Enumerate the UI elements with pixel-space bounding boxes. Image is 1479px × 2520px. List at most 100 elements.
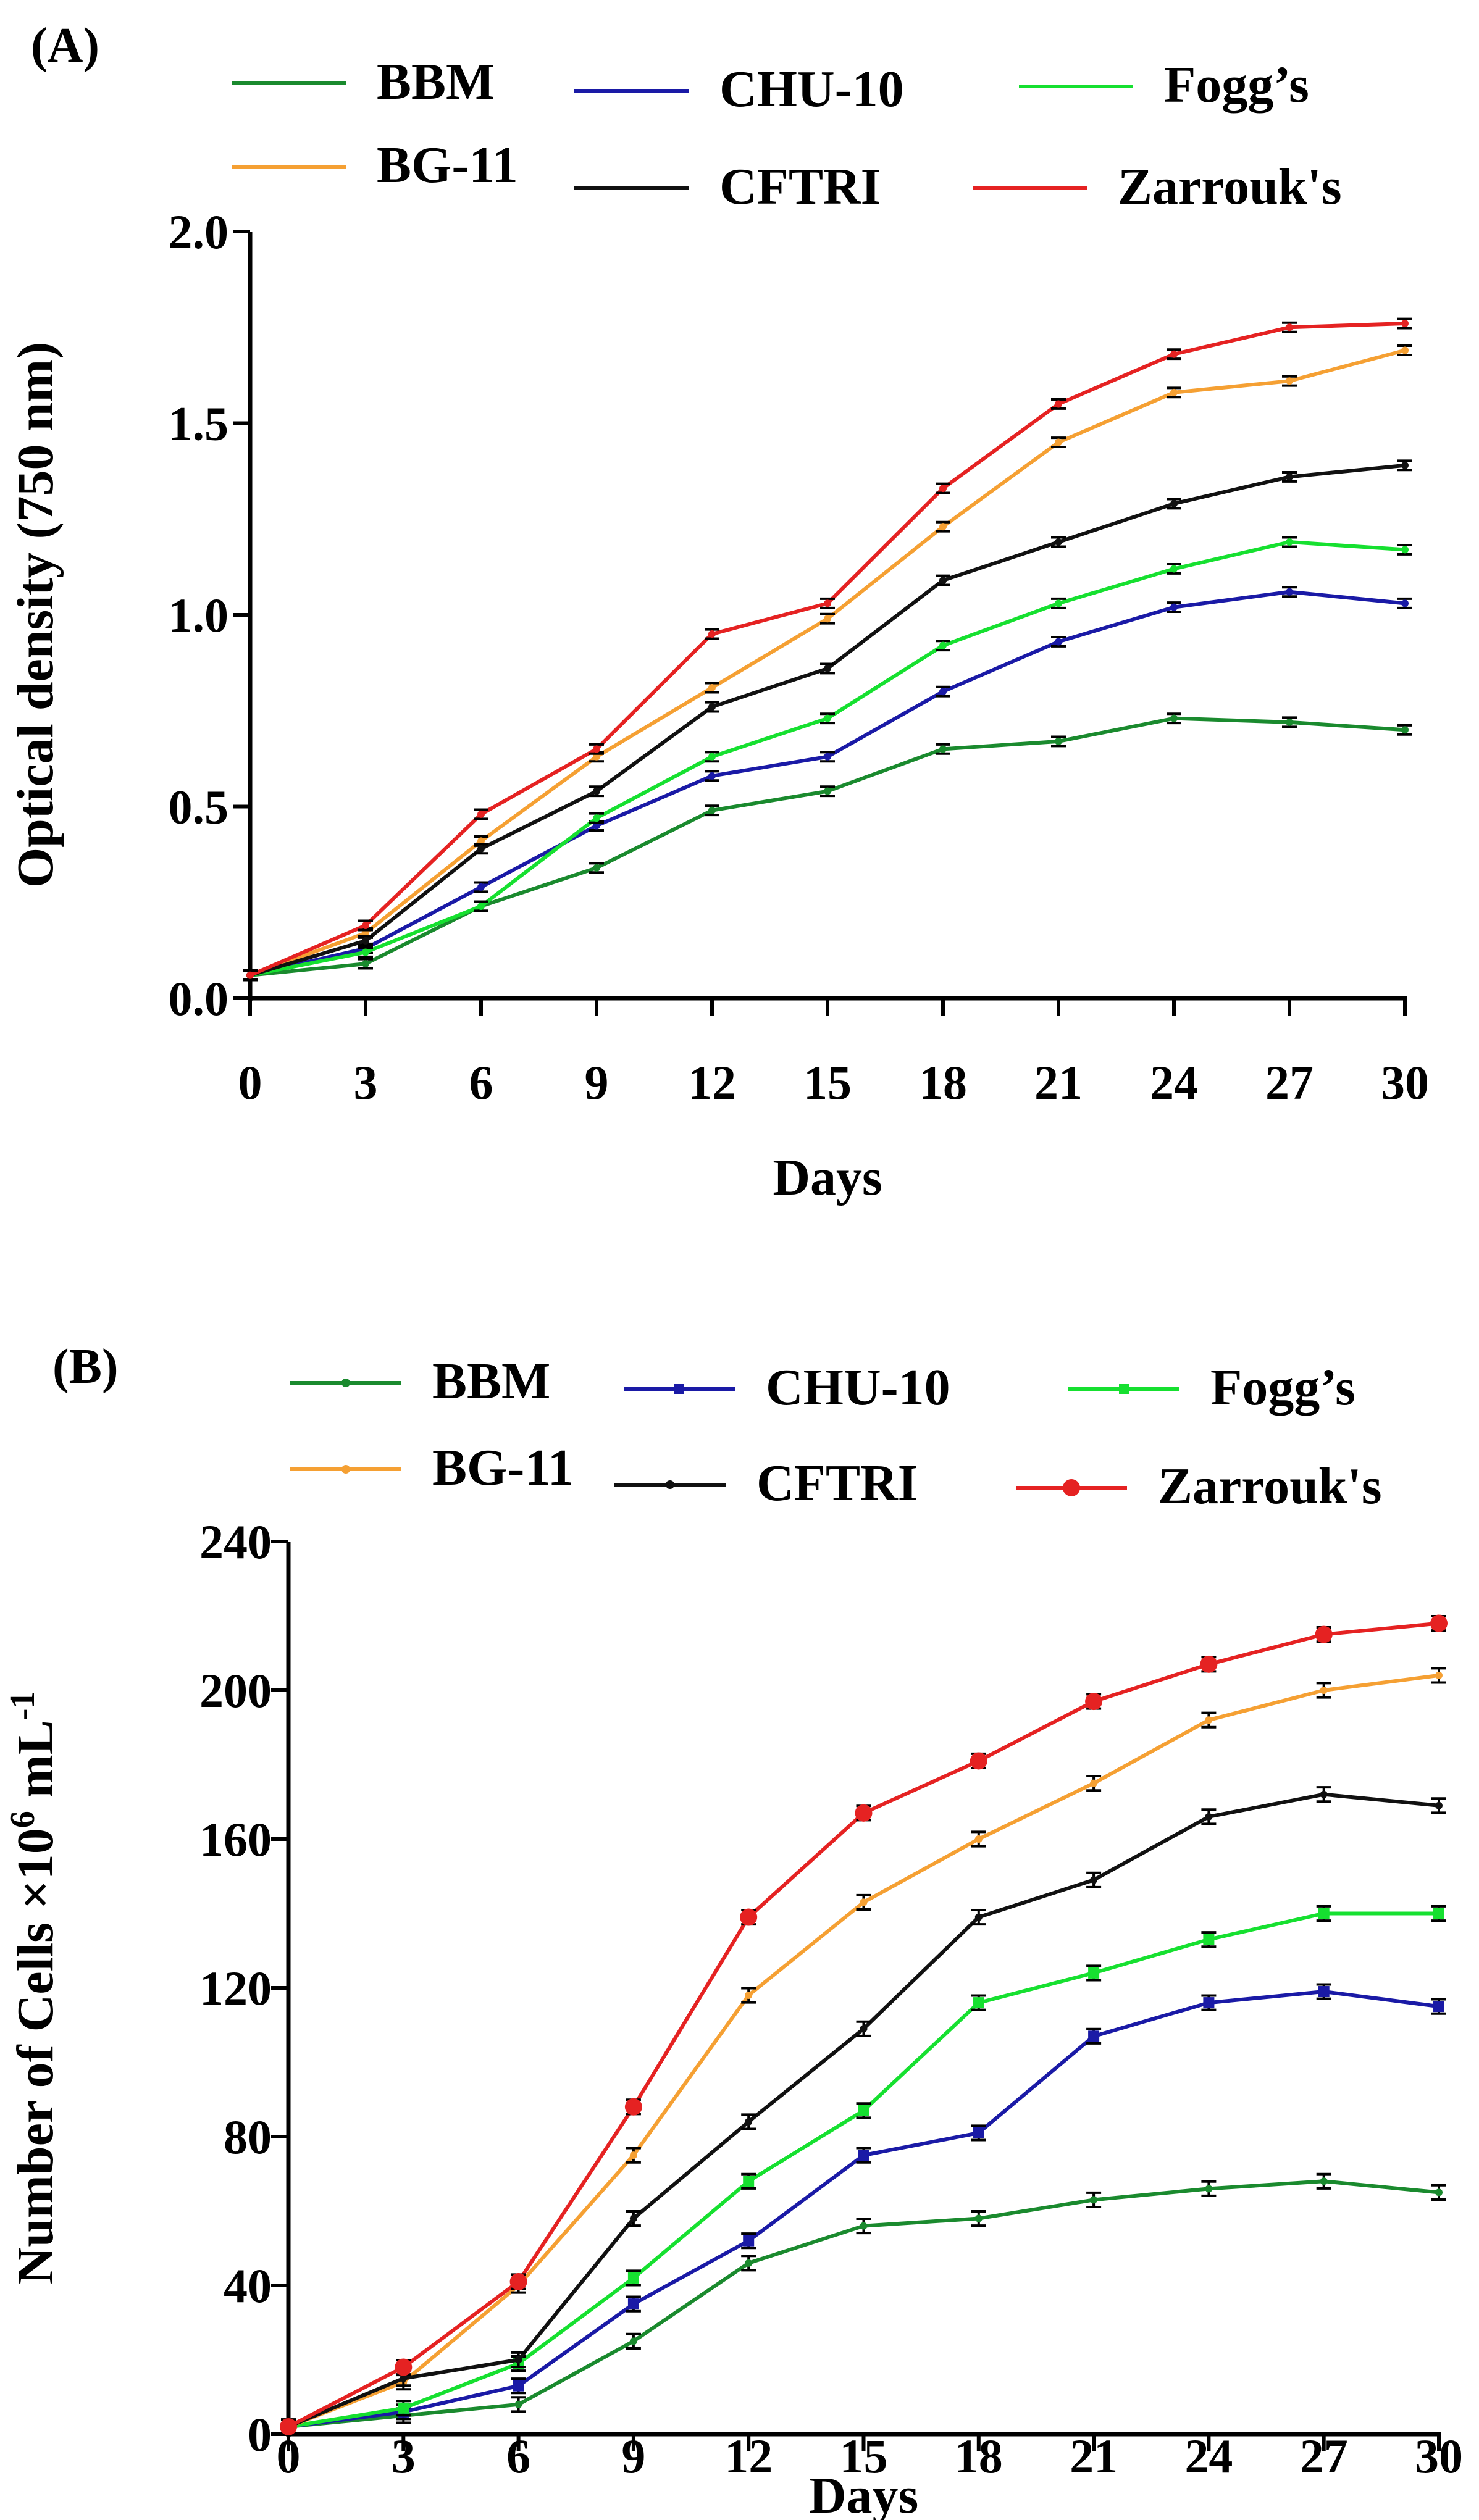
data-point [708,703,716,711]
data-point [974,1835,983,1843]
data-point [743,2235,755,2247]
data-point [939,641,947,649]
legend-label: CHU-10 [719,60,904,118]
data-point [1433,2001,1444,2013]
data-point [708,753,716,761]
y-axis-label-main: Optical density (750 nm) [7,342,64,888]
series-line [287,1673,1439,2429]
legend-marker [666,1480,674,1489]
x-tick-label: 12 [688,1056,736,1109]
data-point [1286,538,1293,546]
data-point [1055,438,1062,446]
data-point [593,814,600,822]
x-tick-label: 6 [469,1056,493,1109]
data-point [398,2402,409,2414]
x-tick-label: 27 [1265,1056,1314,1109]
data-point [1433,1908,1444,1919]
data-point [858,2105,869,2116]
data-point [1320,1687,1328,1694]
y-axis-label-unit-exponent: -1 [4,1692,42,1721]
data-point [974,2214,983,2222]
data-point [1200,1655,1218,1673]
data-point [939,577,947,585]
y-tick-label: 160 [199,1813,272,1866]
data-point [400,2374,408,2382]
data-point [1203,1997,1215,2009]
panel-b-chart: (B) 0 3 6 9 12 15 18 21 24 27 30 0 40 80 120 160 200 240 Da… [4,1340,1463,2520]
y-tick-label: 40 [224,2259,272,2313]
data-point [629,2214,637,2222]
x-tick-label: 15 [803,1056,852,1109]
data-point [1320,2177,1328,2185]
y-tick-label: 1.5 [169,397,229,451]
x-tick-label: 27 [1300,2429,1348,2483]
x-tick-label: 30 [1381,1056,1429,1109]
data-point [1286,473,1293,481]
y-tick-label: 1.0 [169,588,229,642]
data-point [1205,1813,1213,1821]
data-point [624,2098,642,2116]
legend-label: Fogg’s [1210,1359,1355,1416]
data-point [824,753,831,761]
data-point [743,2176,755,2187]
legend-label: CFTRI [756,1454,918,1512]
data-point [513,2380,524,2392]
data-point [824,615,831,623]
panel-a-chart: (A) 0 3 6 9 12 15 18 21 24 27 30 0.0 0.5 1.0 1.5 2.0 Days… [7,19,1429,1206]
data-point [1401,546,1409,554]
data-point [1401,461,1409,469]
data-point [1055,400,1062,408]
legend-label: Zarrouk's [1118,158,1342,215]
legend-marker [1119,1384,1129,1394]
data-point [362,948,369,956]
data-point [740,1908,758,1926]
x-tick-label: 0 [277,2429,301,2483]
data-point [824,787,831,795]
data-point [1401,346,1409,354]
data-point [1088,2030,1100,2042]
y-axis-label-unit: mL [7,1720,64,1811]
data-point [477,902,485,910]
y-tick-label: 0.5 [169,780,229,834]
legend-label: BBM [432,1353,550,1410]
series-line [288,1911,1439,2429]
data-point [824,664,831,672]
data-point [1055,599,1062,607]
data-point [509,2272,527,2290]
data-point [824,599,831,607]
data-point [1315,1625,1333,1643]
data-point [514,2356,522,2364]
data-point [362,922,369,930]
y-tick-label: 80 [224,2110,272,2164]
data-point [1401,599,1409,607]
y-tick-label: 200 [199,1664,272,1717]
legend-label: BG-11 [377,136,518,194]
x-tick-label: 9 [585,1056,609,1109]
data-point [1055,638,1062,646]
legend-marker [341,1379,350,1387]
y-tick-label: 0 [248,2408,272,2461]
data-point [1088,1967,1100,1979]
panel-label: (B) [52,1340,119,1394]
data-point [593,864,600,872]
data-point [1286,718,1293,726]
legend-label: CFTRI [719,158,881,215]
data-point [1318,1908,1330,1919]
data-point [1170,565,1178,573]
data-point [629,2337,637,2345]
data-point [629,2151,637,2159]
data-point [1090,1876,1098,1884]
data-point [1170,388,1178,396]
data-point [939,523,947,531]
x-tick-label: 18 [919,1056,967,1109]
x-tick-label: 12 [724,2429,773,2483]
data-point [745,1992,753,2000]
data-point [627,2298,639,2310]
x-tick-label: 18 [955,2429,1003,2483]
x-tick-label: 6 [506,2429,530,2483]
y-tick-label: 0.0 [169,972,229,1025]
data-point [745,2259,753,2267]
data-point [593,745,600,753]
data-point [1085,1693,1103,1711]
y-axis-label-exponent: 6 [4,1811,42,1828]
